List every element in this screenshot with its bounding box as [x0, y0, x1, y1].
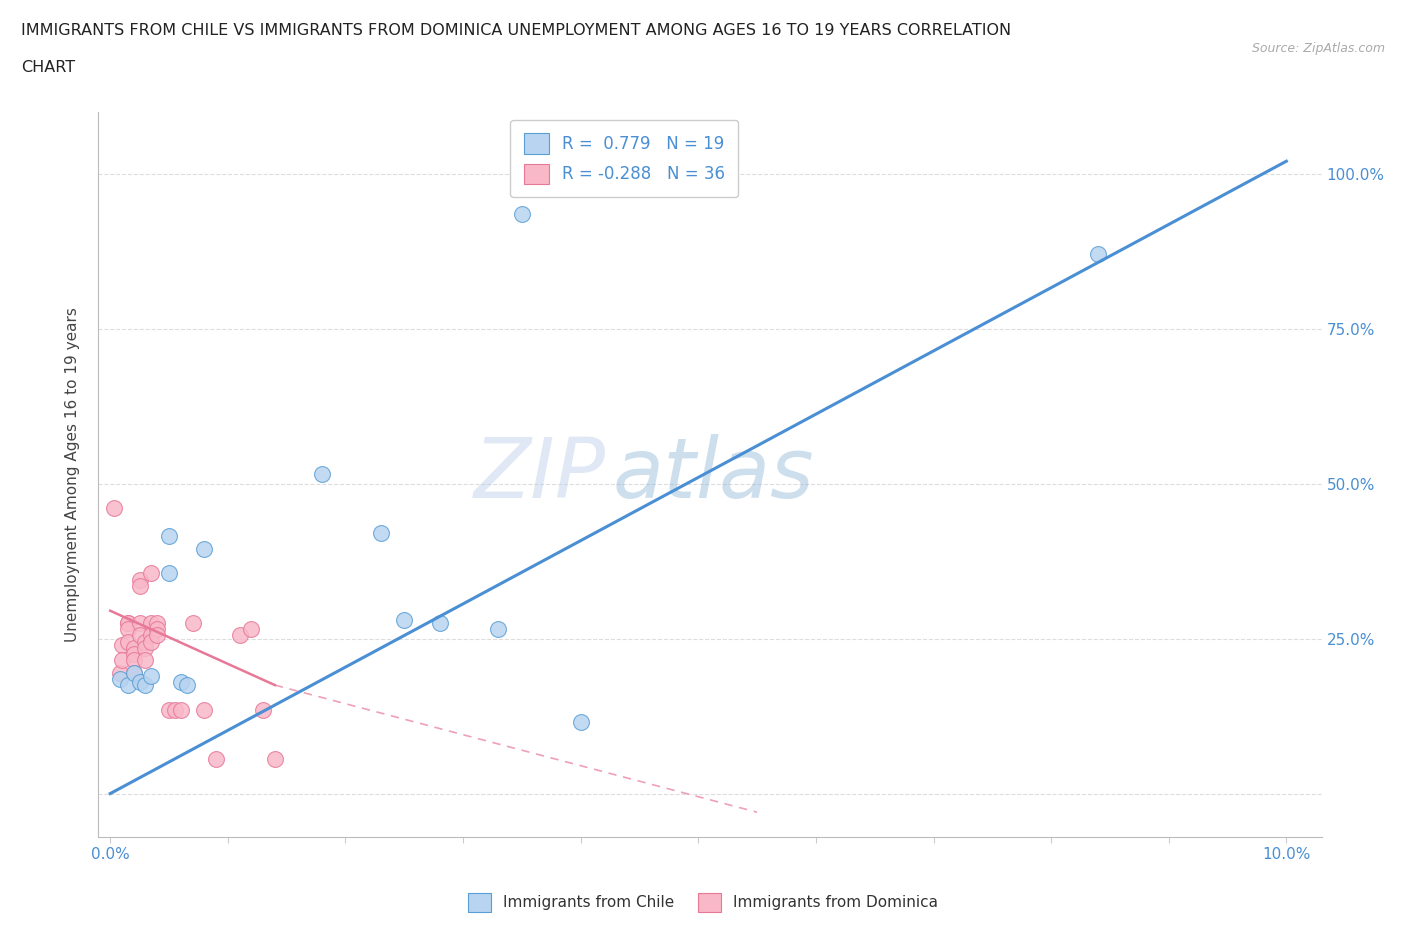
Text: atlas: atlas [612, 433, 814, 515]
Point [1087, 246, 1109, 261]
Text: ZIP: ZIP [474, 433, 606, 515]
Point [510, 206, 533, 221]
Point [103, 501, 125, 516]
Text: IMMIGRANTS FROM CHILE VS IMMIGRANTS FROM DOMINICA UNEMPLOYMENT AMONG AGES 16 TO : IMMIGRANTS FROM CHILE VS IMMIGRANTS FROM… [21, 23, 1011, 38]
Point [228, 628, 250, 643]
Text: Source: ZipAtlas.com: Source: ZipAtlas.com [1251, 42, 1385, 55]
Point [176, 678, 198, 693]
Point [108, 665, 131, 680]
Point [134, 641, 156, 656]
Point [128, 616, 150, 631]
Point [263, 752, 285, 767]
Point [311, 467, 333, 482]
Point [141, 669, 163, 684]
Point [146, 622, 169, 637]
Point [370, 525, 392, 540]
Point [117, 622, 139, 637]
Point [128, 674, 150, 689]
Point [429, 616, 451, 631]
Point [569, 715, 592, 730]
Point [157, 566, 180, 581]
Point [117, 678, 139, 693]
Point [157, 529, 180, 544]
Point [122, 665, 145, 680]
Point [117, 616, 139, 631]
Point [141, 566, 163, 581]
Point [134, 634, 156, 649]
Legend: Immigrants from Chile, Immigrants from Dominica: Immigrants from Chile, Immigrants from D… [463, 887, 943, 918]
Point [134, 653, 156, 668]
Point [394, 613, 416, 628]
Point [117, 634, 139, 649]
Point [170, 674, 193, 689]
Point [141, 616, 163, 631]
Point [141, 634, 163, 649]
Point [486, 622, 509, 637]
Point [146, 628, 169, 643]
Point [240, 622, 263, 637]
Y-axis label: Unemployment Among Ages 16 to 19 years: Unemployment Among Ages 16 to 19 years [65, 307, 80, 642]
Point [111, 637, 134, 652]
Point [146, 616, 169, 631]
Point [193, 702, 215, 717]
Legend: R =  0.779   N = 19, R = -0.288   N = 36: R = 0.779 N = 19, R = -0.288 N = 36 [510, 120, 738, 197]
Point [170, 702, 193, 717]
Point [128, 572, 150, 587]
Point [157, 702, 180, 717]
Point [193, 541, 215, 556]
Point [117, 616, 139, 631]
Point [128, 628, 150, 643]
Point [122, 646, 145, 661]
Point [122, 641, 145, 656]
Point [163, 702, 186, 717]
Point [111, 653, 134, 668]
Point [252, 702, 274, 717]
Text: CHART: CHART [21, 60, 75, 75]
Point [108, 671, 131, 686]
Point [134, 678, 156, 693]
Point [122, 653, 145, 668]
Point [122, 665, 145, 680]
Point [141, 628, 163, 643]
Point [205, 752, 228, 767]
Point [181, 616, 204, 631]
Point [128, 578, 150, 593]
